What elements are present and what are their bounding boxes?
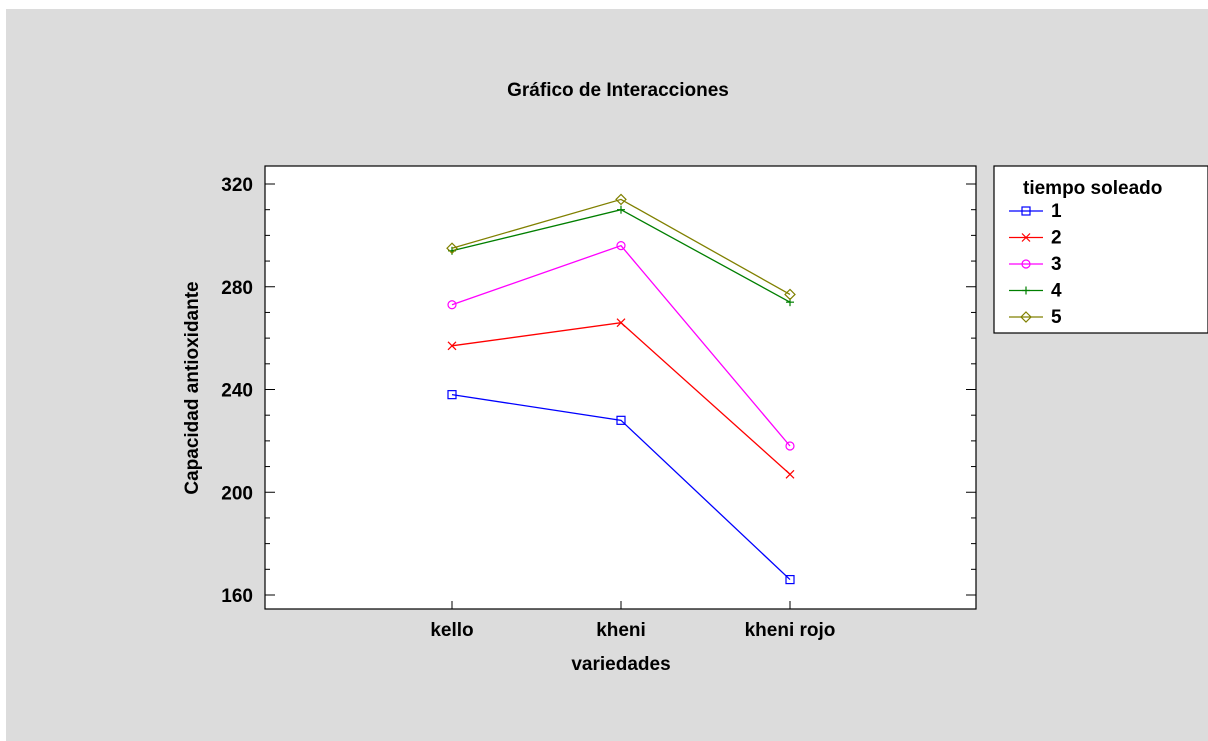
y-tick-label: 160 xyxy=(221,586,253,607)
series-5-line xyxy=(451,198,791,296)
legend-item-3: 3 xyxy=(1009,254,1062,275)
legend-item-2: 2 xyxy=(1009,228,1062,249)
legend-label: 3 xyxy=(1051,254,1062,275)
legend-item-5: 5 xyxy=(1009,307,1062,328)
y-axis: 160 200 240 280 320 xyxy=(221,175,976,607)
x-axis-label: variedades xyxy=(571,654,670,675)
x-axis: kello kheni kheni rojo xyxy=(430,601,835,641)
series-2-point xyxy=(447,341,457,351)
y-axis-label: Capacidad antioxidante xyxy=(182,281,203,494)
chart-title: Gráfico de Interacciones xyxy=(507,80,729,101)
plot-area xyxy=(264,165,977,610)
series-3-point xyxy=(616,241,626,251)
legend-marker xyxy=(1021,206,1031,216)
legend-label: 4 xyxy=(1051,281,1062,302)
legend-items: 1 2 3 4 5 xyxy=(1009,201,1062,328)
series-1-point xyxy=(785,574,795,585)
legend-label: 5 xyxy=(1051,307,1062,328)
x-tick-label: kheni rojo xyxy=(745,620,836,641)
series-1-line xyxy=(451,393,791,581)
interaction-chart: Gráfico de Interacciones 160 200 240 280 320… xyxy=(182,80,1208,675)
series-2-point xyxy=(616,318,626,328)
legend-item-1: 1 xyxy=(1009,201,1062,222)
legend-label: 2 xyxy=(1051,228,1062,249)
legend-marker xyxy=(1020,311,1032,323)
legend-marker xyxy=(1021,233,1031,242)
series-3-line xyxy=(451,244,791,447)
series-1-point xyxy=(616,415,626,425)
legend: tiempo soleado 1 2 3 4 5 xyxy=(993,165,1208,334)
legend-marker xyxy=(1021,259,1031,269)
series-2-point xyxy=(785,469,795,479)
legend-label: 1 xyxy=(1051,201,1062,222)
chart-panel: Gráfico de Interacciones 160 200 240 280 320… xyxy=(6,9,1208,741)
legend-marker xyxy=(1022,286,1030,295)
series-3-point xyxy=(785,441,795,451)
y-tick-label: 280 xyxy=(221,278,253,299)
y-tick-label: 200 xyxy=(221,483,253,504)
series-5-point xyxy=(446,242,458,255)
series-5-point xyxy=(784,288,796,301)
legend-item-4: 4 xyxy=(1009,281,1062,302)
series-5-point xyxy=(615,193,627,206)
x-tick-label: kheni xyxy=(596,620,646,641)
y-tick-label: 240 xyxy=(221,381,253,402)
legend-box xyxy=(993,165,1208,334)
series-3-point xyxy=(447,300,457,310)
series-4-point xyxy=(617,205,625,214)
y-tick-label: 320 xyxy=(221,175,253,196)
series-layer xyxy=(446,193,796,585)
legend-title: tiempo soleado xyxy=(1023,178,1162,199)
x-tick-label: kello xyxy=(430,620,473,641)
series-1-point xyxy=(447,390,457,400)
